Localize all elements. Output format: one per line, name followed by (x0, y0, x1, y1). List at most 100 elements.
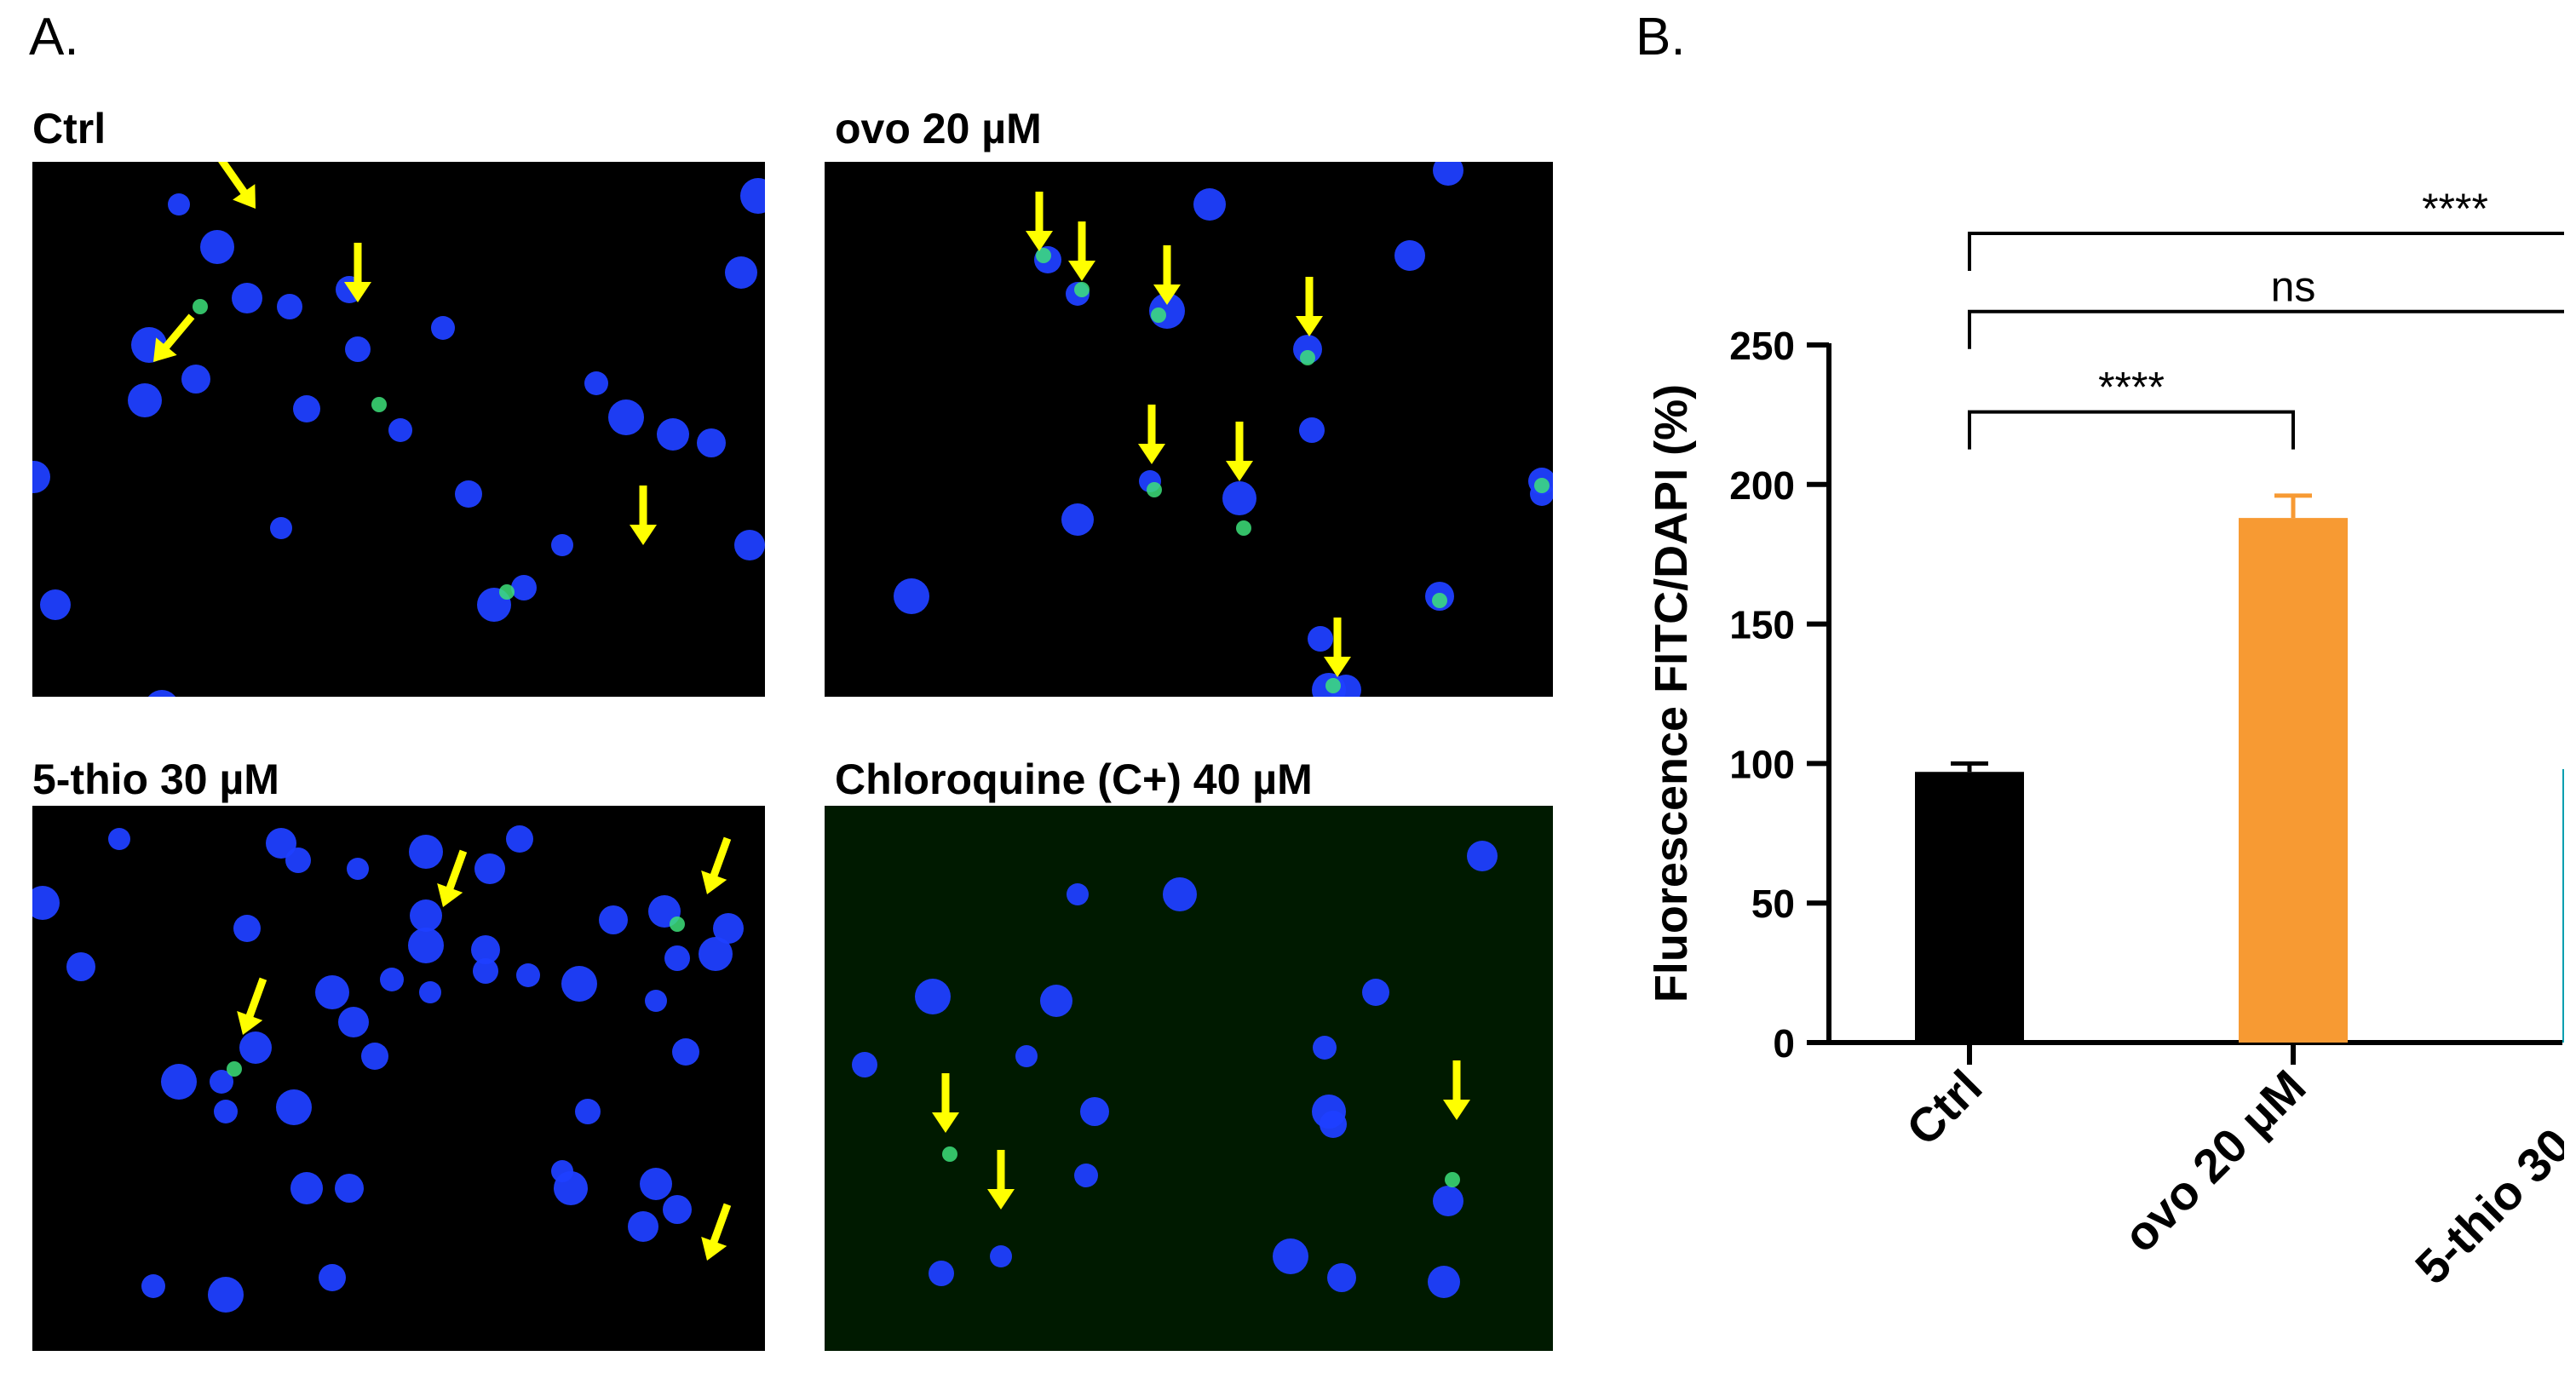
nucleus (929, 1261, 954, 1286)
green-puncta (227, 1061, 242, 1077)
nucleus (1394, 240, 1425, 271)
green-puncta (1445, 1172, 1460, 1187)
significance-bracket (1968, 309, 2564, 349)
x-tick-label: Ctrl (1896, 1060, 1992, 1156)
nucleus (915, 979, 951, 1014)
nucleus (471, 935, 500, 964)
arrow-icon (701, 1203, 732, 1261)
nucleus (575, 1099, 601, 1124)
nucleus (725, 256, 757, 289)
micrograph-ovo-canvas (825, 162, 1553, 697)
nucleus (141, 1274, 165, 1298)
arrow-icon (1026, 192, 1053, 251)
nucleus (388, 418, 412, 442)
nucleus (1362, 979, 1389, 1006)
nucleus (1308, 626, 1333, 652)
significance-label: **** (2422, 185, 2488, 233)
arrow-icon (987, 1150, 1015, 1209)
green-puncta (1432, 593, 1447, 608)
nucleus (1433, 1186, 1463, 1216)
nucleus (1433, 162, 1463, 186)
nucleus (699, 937, 733, 971)
nucleus (32, 461, 50, 493)
arrow-icon (237, 977, 267, 1035)
green-puncta (1147, 482, 1162, 497)
nucleus (1222, 481, 1256, 515)
micrograph-ovo (825, 162, 1553, 697)
nucleus (645, 990, 667, 1012)
nucleus (1320, 1111, 1347, 1138)
nucleus (181, 365, 210, 394)
green-puncta (1151, 307, 1166, 323)
green-puncta (193, 299, 208, 314)
nucleus (511, 575, 537, 600)
green-puncta (670, 916, 685, 932)
micrograph-background (32, 806, 765, 1351)
bar (1915, 772, 2024, 1043)
green-puncta (1236, 520, 1251, 536)
nucleus (148, 690, 175, 697)
green-puncta (371, 397, 387, 412)
nucleus (408, 928, 444, 963)
nucleus (168, 193, 190, 215)
nucleus (200, 230, 234, 264)
nucleus (419, 981, 441, 1003)
nucleus (474, 853, 505, 884)
nucleus (1273, 1238, 1308, 1274)
arrow-icon (1138, 405, 1165, 464)
arrow-icon (1068, 221, 1095, 281)
nucleus (561, 966, 597, 1002)
bar (2239, 518, 2348, 1043)
nucleus (697, 428, 726, 457)
nucleus (32, 886, 60, 920)
nucleus (345, 336, 371, 362)
nucleus (1313, 1036, 1337, 1060)
significance-label: ns (2271, 263, 2316, 311)
arrow-icon (1296, 277, 1323, 336)
green-puncta (1325, 678, 1341, 693)
nucleus (894, 578, 929, 614)
nucleus (210, 1070, 233, 1094)
nucleus (214, 1100, 238, 1123)
nucleus (315, 975, 349, 1009)
nucleus (40, 589, 71, 620)
nucleus (161, 1064, 197, 1100)
arrow-icon (1226, 422, 1253, 481)
nucleus (285, 848, 311, 873)
nucleus (455, 480, 482, 508)
nucleus (1074, 1164, 1098, 1187)
y-tick-label: 150 (1729, 603, 1795, 647)
panel-b-label: B. (1636, 8, 1686, 66)
nucleus (516, 963, 540, 987)
nucleus (293, 395, 320, 422)
nucleus (1061, 503, 1094, 536)
arrow-icon (1153, 245, 1181, 305)
significance-bracket (1968, 410, 2295, 450)
ovo-image-title: ovo 20 µM (835, 105, 1042, 152)
arrow-icon (1443, 1060, 1470, 1120)
nucleus (335, 1174, 364, 1203)
nucleus (276, 1089, 312, 1125)
nucleus (266, 828, 296, 859)
nucleus (128, 383, 162, 417)
nucleus (1015, 1045, 1038, 1067)
nucleus (361, 1043, 388, 1070)
nucleus (232, 283, 262, 313)
nucleus (380, 968, 404, 991)
green-puncta (499, 584, 515, 600)
arrow-icon (344, 243, 371, 302)
micrograph-chloroquine (825, 806, 1553, 1351)
nucleus (473, 958, 498, 984)
y-tick-label: 250 (1729, 324, 1795, 368)
arrow-icon (218, 162, 256, 209)
panel-a-label: A. (29, 8, 79, 66)
nucleus (66, 952, 95, 981)
nucleus (208, 1277, 244, 1313)
nucleus (1163, 877, 1197, 911)
significance-bracket (1968, 231, 2564, 271)
bar-chart: 0 50 100 150 200 250 Fluorescence FITC/DAPI (%… (1646, 185, 2564, 1295)
green-puncta (1036, 248, 1051, 263)
x-tick-label: 5-thio 30 μM (2405, 1060, 2564, 1295)
nucleus (551, 534, 573, 556)
nucleus (233, 915, 261, 942)
